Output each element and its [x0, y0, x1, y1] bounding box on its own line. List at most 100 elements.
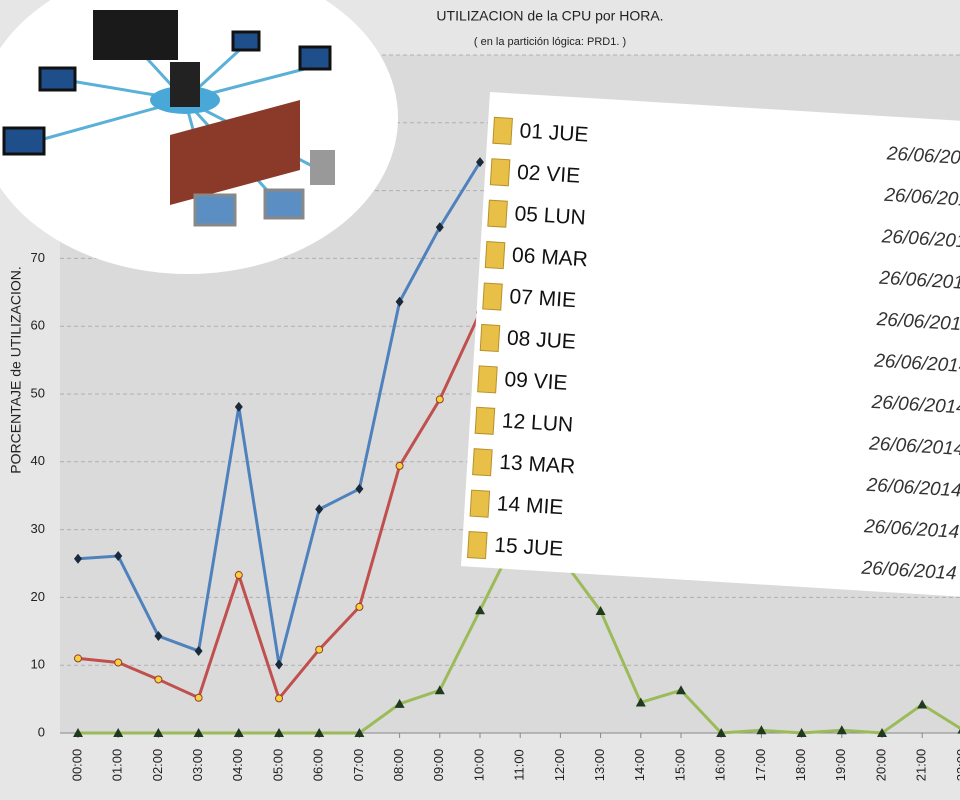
marker — [193, 728, 204, 737]
marker — [233, 728, 244, 737]
folder-name: 07 MIE — [509, 285, 577, 312]
folder-panel — [461, 92, 960, 598]
marker — [877, 728, 887, 737]
folder-icon — [482, 282, 503, 311]
x-tick-label: 22:00 — [954, 749, 960, 782]
x-tick-label: 02:00 — [150, 749, 165, 782]
folder-icon — [484, 241, 506, 270]
marker — [475, 605, 485, 615]
y-tick-label: 30 — [31, 521, 45, 536]
x-tick-label: 16:00 — [713, 749, 728, 782]
marker — [275, 694, 283, 703]
x-tick-label: 01:00 — [110, 749, 125, 782]
marker — [73, 728, 83, 737]
x-tick-label: 08:00 — [391, 749, 406, 782]
x-tick-label: 14:00 — [632, 749, 647, 782]
marker — [756, 725, 767, 735]
marker — [74, 553, 82, 564]
x-tick-label: 06:00 — [311, 749, 326, 782]
marker — [153, 728, 164, 737]
folder-name: 14 MIE — [496, 492, 564, 519]
marker — [234, 401, 243, 412]
x-tick-label: 13:00 — [592, 749, 607, 782]
x-tick-label: 21:00 — [914, 749, 929, 782]
x-tick-label: 10:00 — [471, 749, 486, 782]
folder-icon — [469, 489, 491, 518]
folder-icon — [467, 531, 488, 560]
y-tick-label: 70 — [31, 250, 45, 265]
marker — [315, 504, 324, 515]
x-tick-label: 20:00 — [873, 749, 888, 782]
folder-name: 09 VIE — [504, 368, 568, 395]
x-tick-label: 04:00 — [230, 749, 245, 782]
marker — [635, 697, 646, 707]
x-tick-label: 11:00 — [512, 749, 527, 781]
folder-icon — [472, 448, 493, 477]
x-tick-label: 17:00 — [753, 749, 768, 782]
marker — [355, 483, 364, 494]
y-axis-label: PORCENTAJE de UTILIZACION. — [8, 266, 24, 473]
folder-icon — [479, 323, 501, 353]
y-tick-label: 10 — [31, 657, 45, 672]
marker — [114, 551, 123, 562]
x-tick-label: 18:00 — [793, 749, 808, 782]
marker — [354, 728, 365, 737]
chart-subtitle: ( en la partición lógica: PRD1. ) — [474, 36, 626, 48]
x-tick-label: 00:00 — [69, 749, 84, 782]
folder-name: 06 MAR — [511, 244, 588, 272]
marker — [394, 698, 405, 708]
marker — [274, 728, 284, 737]
x-tick-label: 05:00 — [270, 749, 285, 782]
folder-icon — [489, 158, 511, 187]
marker — [113, 728, 124, 737]
y-tick-label: 60 — [31, 318, 45, 333]
y-tick-label: 50 — [31, 385, 45, 400]
x-tick-label: 07:00 — [351, 749, 366, 782]
x-tick-label: 12:00 — [552, 749, 567, 782]
marker — [836, 725, 847, 735]
folder-icon — [477, 365, 498, 394]
folder-icon — [487, 199, 508, 228]
folder-name: 15 JUE — [494, 534, 564, 561]
folder-name: 05 LUN — [514, 202, 586, 229]
marker — [114, 658, 123, 667]
y-tick-label: 20 — [31, 589, 45, 604]
marker — [676, 685, 686, 695]
marker — [194, 693, 203, 702]
folder-name: 02 VIE — [516, 161, 580, 188]
marker — [435, 222, 444, 233]
x-tick-label: 03:00 — [190, 749, 205, 782]
marker — [395, 296, 404, 307]
marker — [435, 395, 444, 404]
folder-name: 01 JUE — [519, 119, 589, 146]
folder-icon — [492, 116, 513, 145]
marker — [917, 699, 928, 709]
x-tick-label: 09:00 — [431, 749, 446, 782]
marker — [314, 728, 325, 737]
marker — [275, 659, 283, 670]
marker — [716, 728, 727, 737]
marker — [154, 675, 163, 684]
folder-icon — [474, 406, 496, 435]
marker — [355, 602, 364, 611]
y-tick-label: 40 — [31, 453, 45, 468]
marker — [395, 461, 404, 470]
marker — [434, 685, 445, 695]
plot: 010203040506070809010000:0001:0002:0003:… — [23, 46, 960, 781]
folder-name: 13 MAR — [499, 451, 576, 479]
y-tick-label: 0 — [38, 724, 45, 739]
x-tick-label: 19:00 — [833, 749, 848, 782]
marker — [476, 157, 484, 168]
marker — [194, 645, 203, 656]
chart-title: UTILIZACION de la CPU por HORA. — [436, 8, 663, 24]
marker — [154, 631, 163, 642]
x-tick-label: 15:00 — [672, 749, 687, 782]
network-image — [0, 0, 398, 274]
marker — [796, 728, 807, 737]
marker — [595, 605, 606, 615]
marker — [234, 571, 243, 580]
folder-name: 12 LUN — [501, 409, 573, 436]
marker — [957, 728, 960, 734]
